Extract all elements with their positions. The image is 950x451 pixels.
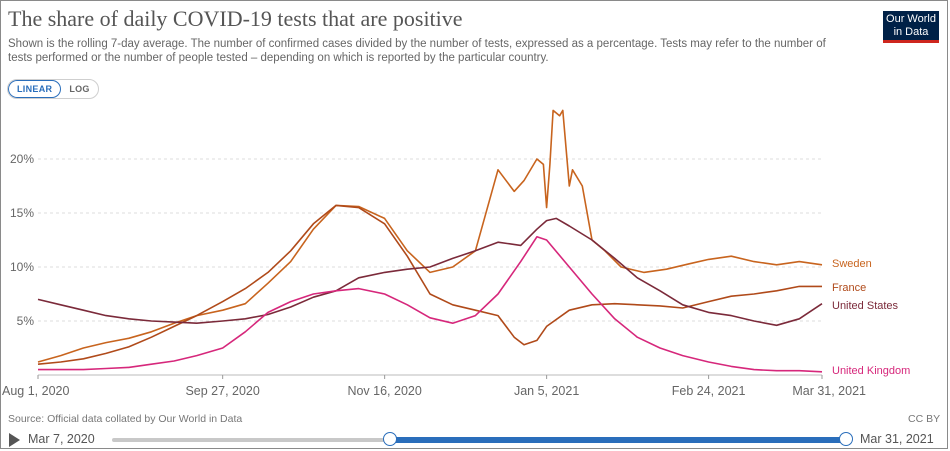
logo-line-2: in Data [893, 26, 929, 38]
y-tick-label: 20% [10, 152, 34, 166]
series-labels: Sweden France United States United Kingdom [832, 258, 910, 377]
y-tick-label: 10% [10, 260, 34, 274]
series-line-sweden[interactable] [37, 109, 823, 363]
x-tick-label: Nov 16, 2020 [347, 384, 421, 398]
timeline-start-label: Mar 7, 2020 [28, 432, 95, 446]
series-lines [37, 109, 823, 373]
series-label[interactable]: United States [832, 300, 899, 312]
x-tick-label: Aug 1, 2020 [2, 384, 69, 398]
y-tick-label: 15% [10, 206, 34, 220]
series-label[interactable]: France [832, 282, 866, 294]
linear-scale-button[interactable]: LINEAR [8, 80, 62, 98]
y-axis: 5% 10% 15% 20% [10, 152, 34, 328]
series-label[interactable]: Sweden [832, 258, 872, 270]
x-axis: Aug 1, 2020 Sep 27, 2020 Nov 16, 2020 Jan 5… [2, 375, 866, 398]
logo-line-1: Our World [886, 13, 936, 25]
timeline: Mar 7, 2020 Mar 31, 2021 [0, 429, 948, 449]
license-label[interactable]: CC BY [908, 413, 941, 425]
timeline-selected-range[interactable] [389, 437, 845, 443]
chart-subtitle: Shown is the rolling 7-day average. The … [8, 38, 826, 64]
x-tick-label: Jan 5, 2021 [514, 384, 579, 398]
timeline-end-handle[interactable] [839, 432, 853, 446]
timeline-start-handle[interactable] [383, 432, 397, 446]
line-chart: 5% 10% 15% 20% Aug 1, 2020 Sep 27, 2020 Nov 1… [2, 109, 910, 398]
series-line-france[interactable] [37, 204, 822, 365]
owid-logo[interactable]: Our World in Data [883, 11, 939, 43]
series-line-united-states[interactable] [37, 217, 823, 327]
timeline-end-label: Mar 31, 2021 [860, 432, 934, 446]
x-tick-label: Feb 24, 2021 [672, 384, 746, 398]
series-line-united-kingdom[interactable] [38, 236, 823, 373]
scale-toggle: LINEAR LOG [7, 79, 99, 99]
series-label[interactable]: United Kingdom [832, 365, 910, 377]
chart-title: The share of daily COVID-19 tests that a… [8, 6, 463, 31]
source-note[interactable]: Source: Official data collated by Our Wo… [8, 413, 243, 425]
x-tick-label: Sep 27, 2020 [185, 384, 259, 398]
x-tick-label: Mar 31, 2021 [792, 384, 866, 398]
y-tick-label: 5% [17, 314, 35, 328]
play-icon[interactable] [9, 433, 20, 447]
log-scale-button[interactable]: LOG [69, 84, 90, 94]
